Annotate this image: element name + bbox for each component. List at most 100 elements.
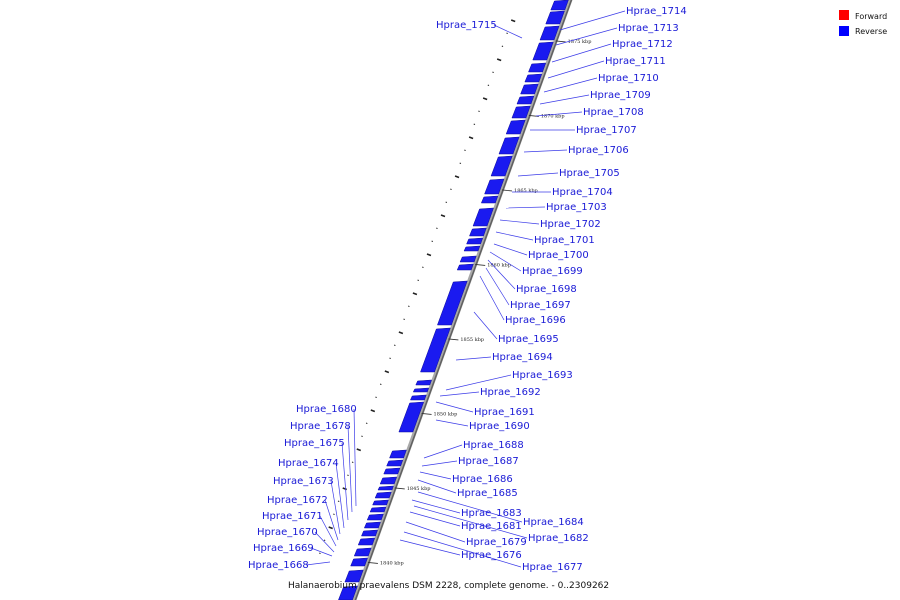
scale-tick-mark — [367, 562, 378, 564]
gene-leader-line — [423, 444, 463, 459]
track-dot — [337, 500, 340, 503]
track-dot — [482, 97, 488, 101]
scale-tick-mark — [555, 40, 566, 43]
gene-label: Hprae_1701 — [534, 235, 595, 246]
track-dot — [478, 110, 480, 113]
gene-block — [366, 513, 384, 521]
gene-label: Hprae_1698 — [516, 284, 577, 295]
gene-leader-line — [499, 219, 540, 225]
gene-block — [505, 119, 526, 135]
gene-leader-line — [435, 419, 469, 427]
gene-label: Hprae_1699 — [522, 266, 583, 277]
gene-block — [511, 105, 531, 119]
gene-leader-line — [439, 391, 480, 397]
gene-leader-line — [535, 111, 583, 117]
gene-block — [437, 280, 468, 326]
gene-block — [484, 178, 505, 195]
gene-block — [528, 62, 547, 73]
gene-block — [361, 529, 378, 537]
gene-label: Hprae_1694 — [492, 352, 553, 363]
gene-label: Hprae_1671 — [262, 511, 323, 522]
gene-leader-line — [417, 491, 523, 523]
gene-block — [524, 73, 543, 83]
track-dot — [440, 214, 446, 218]
backbone-shadow — [352, 0, 573, 600]
gene-block — [520, 83, 539, 95]
scale-tick-label: 1865 kbp — [514, 188, 538, 194]
gene-labels: Hprae_1714 Hprae_1713 Hprae_1712 Hprae_1711… — [248, 6, 687, 573]
gene-label: Hprae_1705 — [559, 168, 620, 179]
gene-block — [372, 499, 389, 506]
gene-leader-line — [493, 243, 528, 256]
scale-tick-label: 1870 kbp — [541, 113, 565, 119]
track-dot — [501, 45, 504, 48]
gene-leader-line — [445, 374, 512, 391]
legend: Forward Reverse — [839, 10, 887, 36]
gene-label: Hprae_1669 — [253, 543, 314, 554]
track-dot — [379, 383, 382, 386]
scale-tick-mark — [501, 189, 513, 192]
gene-label: Hprae_1707 — [576, 125, 637, 136]
gene-block — [386, 459, 404, 467]
track-dot — [356, 448, 362, 452]
track-dot — [398, 331, 404, 335]
gene-label: Hprae_1683 — [461, 508, 522, 519]
scale-tick-label: 1840 kbp — [380, 560, 404, 566]
gene-leader-line — [324, 499, 339, 541]
gene-label: Hprae_1681 — [461, 521, 522, 532]
track-dot — [365, 422, 368, 425]
gene-label: Hprae_1706 — [568, 145, 629, 156]
gene-leader-line — [547, 60, 605, 79]
track-dot — [393, 344, 396, 347]
map-title: Halanaerobium praevalens DSM 2228, compl… — [288, 581, 609, 591]
gene-leader-line — [341, 442, 349, 521]
gene-label: Hprae_1695 — [498, 334, 559, 345]
gene-block — [369, 506, 387, 513]
gene-label: Hprae_1697 — [510, 300, 571, 311]
gene-block — [539, 25, 560, 41]
gene-leader-line — [523, 149, 568, 153]
gene-label: Hprae_1702 — [540, 219, 601, 230]
track-dot — [319, 552, 321, 555]
gene-label: Hprae_1684 — [523, 517, 584, 528]
gene-leader-line — [413, 505, 528, 539]
gene-block — [410, 394, 427, 401]
gene-leader-line — [310, 547, 333, 557]
gene-leader-line — [485, 267, 510, 306]
track-dot — [389, 357, 391, 360]
gene-leader-line — [335, 462, 345, 529]
track-dot — [408, 305, 410, 308]
outer-dots — [319, 19, 516, 555]
scale-tick-label: 1855 kbp — [460, 337, 484, 343]
gene-block — [338, 585, 358, 600]
gene-block — [415, 379, 432, 386]
track-dot — [384, 370, 390, 374]
track-dot — [464, 149, 466, 152]
scale-tick-label: 1845 kbp — [407, 486, 431, 492]
track-dot — [422, 266, 424, 269]
scale-tick-mark — [448, 338, 459, 341]
scale-ticks: 1875 kbp 1870 kbp 1865 kbp 1860 kbp 1855 kbp… — [367, 39, 591, 566]
gene-block — [389, 449, 407, 459]
gene-label: Hprae_1704 — [552, 187, 613, 198]
gene-block — [357, 537, 376, 546]
track-dot — [510, 19, 516, 23]
legend-swatch-forward — [839, 10, 849, 20]
gene-label: Hprae_1715 — [436, 20, 497, 31]
gene-block — [420, 327, 451, 373]
gene-label: Hprae_1713 — [618, 23, 679, 34]
gene-block — [550, 0, 569, 11]
gene-leader-line — [539, 94, 590, 105]
gene-block — [374, 491, 392, 499]
gene-block — [377, 485, 394, 491]
scale-tick-mark — [475, 264, 486, 266]
gene-leader-line — [551, 43, 612, 63]
gene-label: Hprae_1673 — [273, 476, 334, 487]
gene-leader-line — [555, 27, 618, 46]
gene-label: Hprae_1688 — [463, 440, 524, 451]
gene-block — [456, 263, 474, 271]
legend-label-reverse: Reverse — [855, 27, 887, 36]
gene-block — [463, 245, 481, 252]
track-dot — [347, 474, 349, 477]
